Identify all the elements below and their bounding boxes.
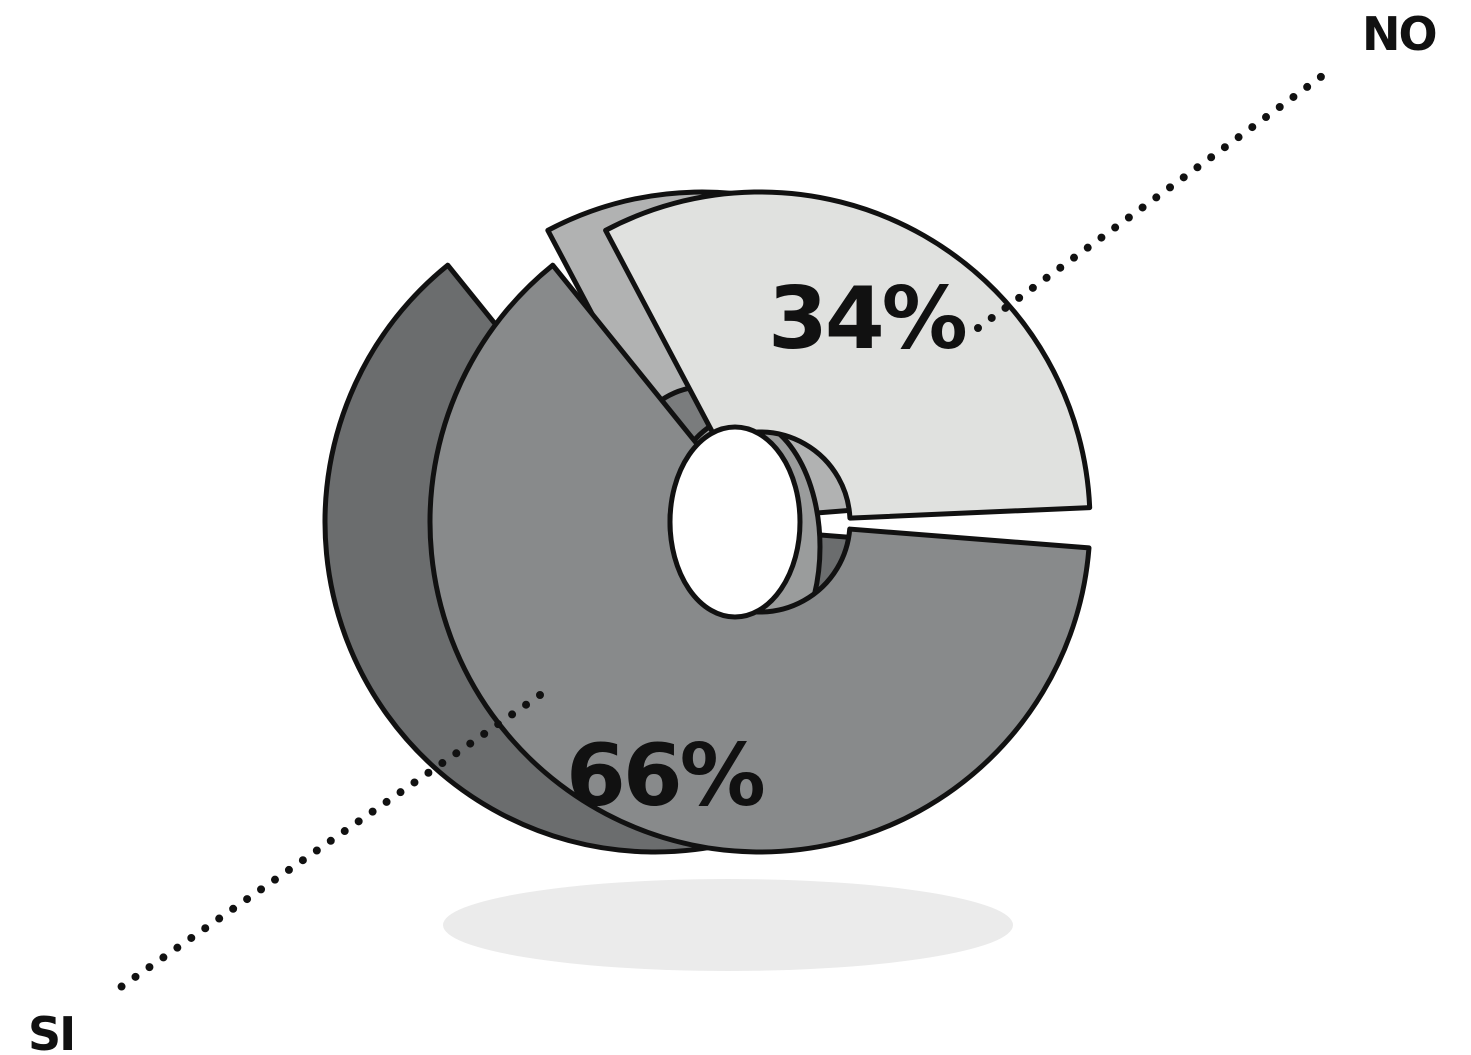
category-label-si: SI [28, 1007, 74, 1055]
leader-line-no [974, 64, 1337, 332]
chart-shadow [443, 879, 1013, 971]
slices-group [322, 189, 1093, 855]
leader-line-si [104, 691, 544, 1000]
slice-value-label-no: 34% [768, 269, 966, 369]
category-label-no: NO [1362, 7, 1436, 61]
donut-hole [667, 424, 803, 620]
slice-value-label-si: 66% [566, 726, 764, 826]
